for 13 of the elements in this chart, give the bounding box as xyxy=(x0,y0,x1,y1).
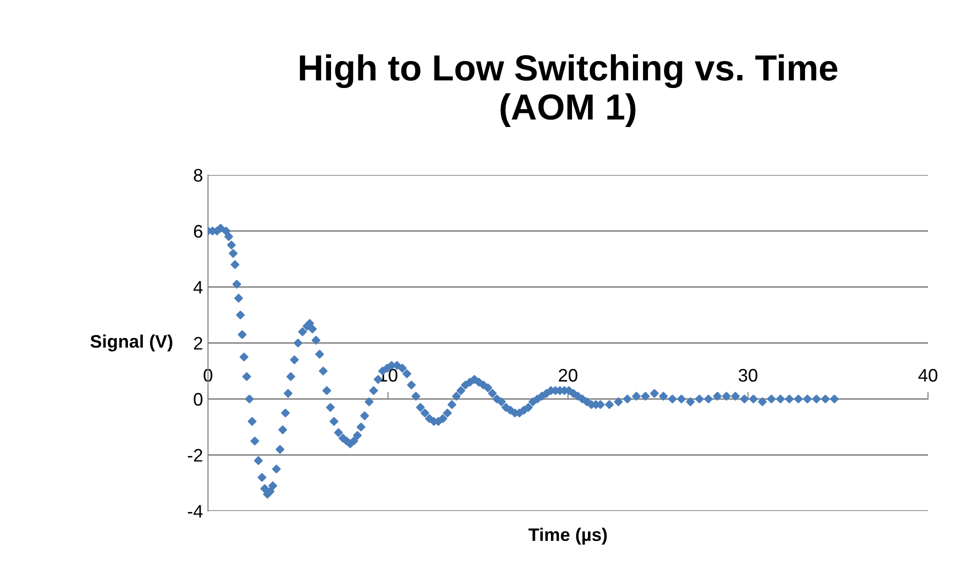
x-tick-label: 40 xyxy=(918,368,938,382)
y-tick-label: 6 xyxy=(194,224,202,238)
y-tick-label: -4 xyxy=(188,505,203,518)
y-tick-label: -2 xyxy=(188,448,202,462)
y-tick-label: 8 xyxy=(194,168,202,182)
y-tick-label: 2 xyxy=(194,336,202,350)
y-tick-label: 0 xyxy=(194,392,202,406)
y-axis-title: Signal (V) xyxy=(90,334,172,352)
chart-title: High to Low Switching vs. Time (AOM 1) xyxy=(300,54,838,127)
y-tick-label: 4 xyxy=(194,281,203,294)
x-tick-label: 30 xyxy=(738,368,758,382)
x-axis-title: Time (µs) xyxy=(528,528,607,545)
x-tick-label: 20 xyxy=(558,368,578,382)
